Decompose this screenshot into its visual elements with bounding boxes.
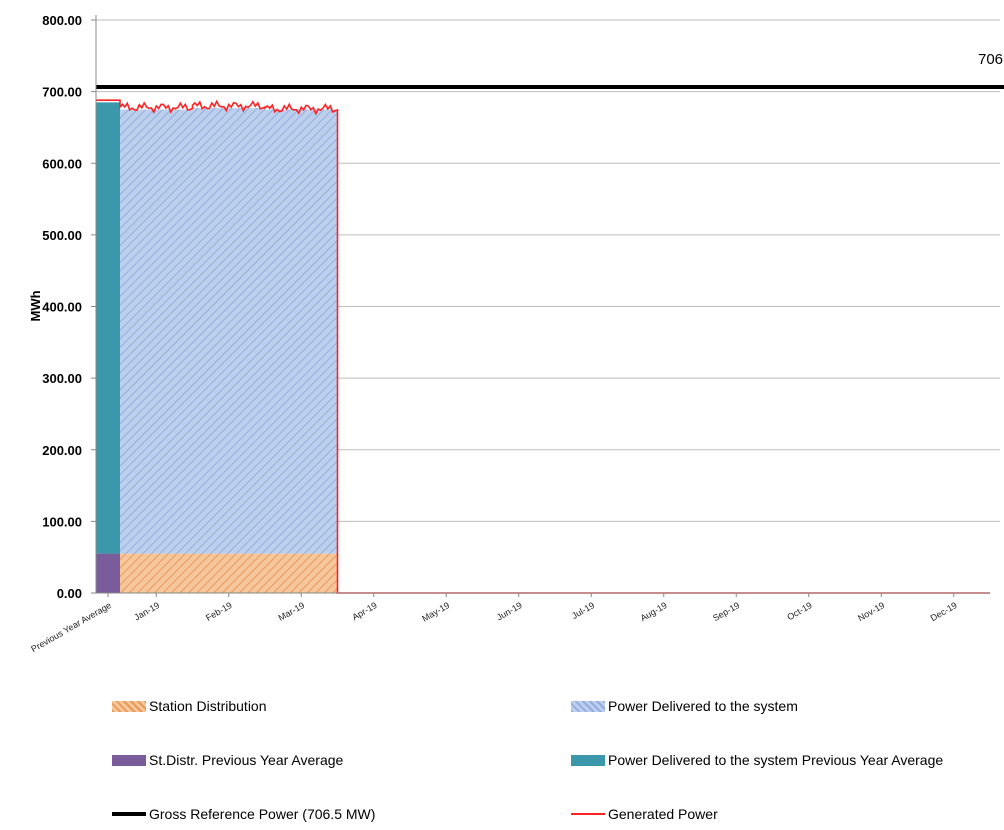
y-tick-label: 300.00	[42, 371, 82, 386]
x-tick-label: Jan-19	[132, 600, 161, 622]
y-tick-label: 800.00	[42, 13, 82, 28]
reference-value-label: 706.5	[978, 51, 1004, 68]
legend-label-gross-reference: Gross Reference Power (706.5 MW)	[149, 806, 376, 822]
legend-label-st-distr-prev: St.Distr. Previous Year Average	[149, 752, 344, 768]
area-power-delivered	[120, 109, 193, 554]
legend-label-generated-power: Generated Power	[608, 806, 718, 822]
area-station-distribution	[265, 553, 338, 593]
legend-item-gross-reference: Gross Reference Power (706.5 MW)	[112, 806, 375, 822]
legend: Station Distribution Power Delivered to …	[0, 690, 1004, 830]
y-tick-label: 700.00	[42, 85, 82, 100]
x-tick-label: Aug-19	[639, 600, 669, 623]
x-tick-label: Jun-19	[495, 600, 524, 622]
legend-item-station-distribution: Station Distribution	[112, 698, 267, 714]
x-tick-label: Sep-19	[711, 600, 741, 623]
legend-swatch-st-distr-prev	[112, 754, 146, 766]
y-tick-label: 100.00	[42, 514, 82, 529]
chart: 0.00 100.00 200.00 300.00 400.00 500.00 600.00…	[28, 13, 1004, 654]
x-tick-label: Dec-19	[929, 600, 959, 623]
legend-item-power-delivered: Power Delivered to the system	[571, 698, 798, 714]
y-axis-label: MWh	[28, 290, 43, 321]
x-tick-label: Oct-19	[785, 600, 813, 622]
bar-st-distr-prev	[96, 553, 120, 593]
x-tick-label: Previous Year Average	[29, 600, 113, 654]
legend-swatch-gross-reference	[112, 812, 146, 816]
x-tick-label: Nov-19	[856, 600, 886, 623]
legend-item-generated-power: Generated Power	[571, 806, 718, 822]
legend-label-power-delivered: Power Delivered to the system	[608, 698, 798, 714]
legend-item-st-distr-prev: St.Distr. Previous Year Average	[112, 752, 343, 768]
y-tick-label: 200.00	[42, 443, 82, 458]
legend-label-power-delivered-prev: Power Delivered to the system Previous Y…	[608, 752, 944, 768]
y-tick-label: 400.00	[42, 300, 82, 315]
area-station-distribution	[192, 553, 265, 593]
legend-label-station-distribution: Station Distribution	[149, 698, 267, 714]
legend-swatch-power-delivered	[571, 700, 605, 712]
x-tick-label: Mar-19	[277, 600, 307, 623]
x-tick-label: Apr-19	[350, 600, 378, 622]
legend-swatch-station-distribution	[112, 700, 146, 712]
area-power-delivered	[192, 108, 265, 554]
y-tick-label: 600.00	[42, 156, 82, 171]
legend-item-power-delivered-prev: Power Delivered to the system Previous Y…	[571, 752, 943, 768]
bar-power-delivered-prev	[96, 102, 120, 554]
x-tick-label: May-19	[420, 600, 451, 624]
y-tick-label: 500.00	[42, 228, 82, 243]
area-power-delivered	[265, 109, 338, 554]
line-generated-power	[96, 99, 990, 594]
legend-swatch-power-delivered-prev	[571, 754, 605, 766]
legend-swatch-generated-power	[571, 813, 605, 815]
y-tick-label: 0.00	[57, 586, 82, 601]
area-station-distribution	[120, 553, 193, 593]
x-tick-label: Jul-19	[570, 600, 596, 621]
x-tick-label: Feb-19	[204, 600, 234, 623]
